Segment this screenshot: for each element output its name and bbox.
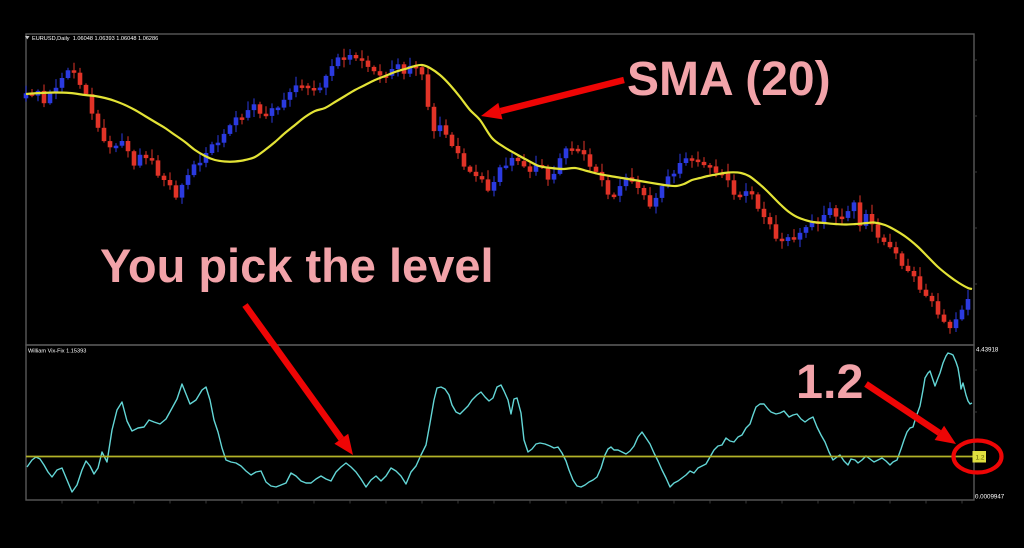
svg-text:SMA (20): SMA (20) [627,53,831,106]
svg-text:1.2: 1.2 [796,355,863,409]
svg-text:4.43918: 4.43918 [976,347,999,354]
svg-text:0.0009947: 0.0009947 [975,494,1005,501]
svg-text:You pick the level: You pick the level [100,239,494,292]
svg-text:William Vix-Fix 1.15393: William Vix-Fix 1.15393 [28,349,86,355]
svg-text:EURUSD,Daily 1.06048 1.06393: EURUSD,Daily 1.06048 1.06393 1.06048 1.0… [32,36,158,42]
svg-text:1.2: 1.2 [976,455,985,462]
